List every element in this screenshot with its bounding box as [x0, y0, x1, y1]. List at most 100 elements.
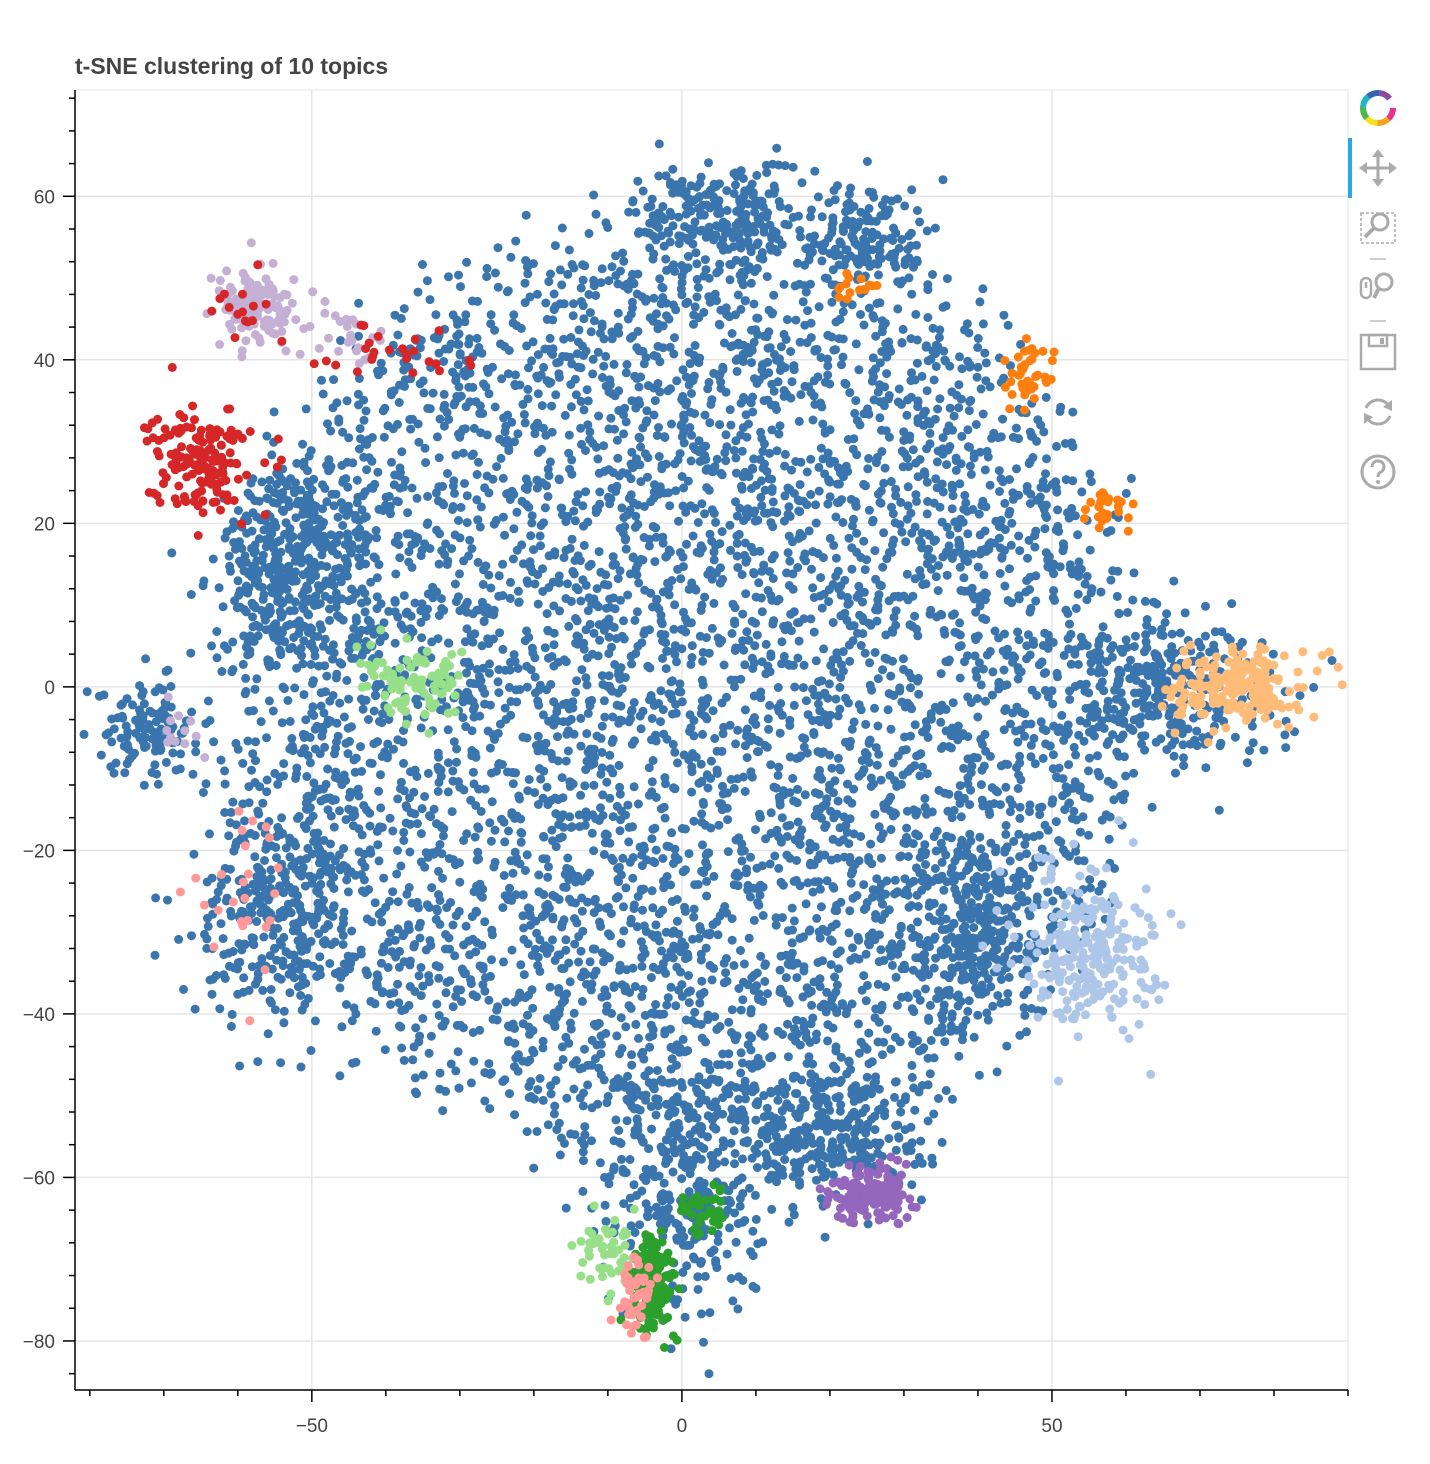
series-0 [79, 139, 1337, 1379]
data-point [480, 1096, 490, 1106]
data-point [851, 339, 861, 349]
data-point [345, 736, 354, 746]
data-point [753, 747, 762, 757]
data-point [949, 411, 959, 421]
data-point [952, 390, 962, 400]
data-point [619, 926, 629, 936]
data-point [500, 837, 510, 847]
data-point [338, 914, 348, 924]
data-point [645, 313, 655, 323]
data-point [1042, 454, 1051, 464]
data-point [539, 423, 548, 433]
data-point [587, 1136, 596, 1146]
data-point [659, 876, 668, 886]
data-point [502, 287, 512, 297]
data-point [725, 275, 735, 285]
data-point [351, 753, 361, 763]
data-point [519, 934, 529, 944]
data-point [351, 613, 361, 623]
data-point [538, 1095, 548, 1105]
data-point [490, 402, 500, 412]
data-point [830, 972, 840, 982]
data-point [886, 951, 896, 961]
data-point [497, 374, 507, 384]
data-point [552, 358, 562, 368]
data-point [817, 774, 827, 784]
data-point [679, 438, 689, 448]
data-point [214, 583, 224, 593]
data-point [256, 717, 266, 727]
data-point [329, 901, 339, 911]
data-point [915, 771, 925, 781]
data-point [757, 360, 767, 370]
data-point [864, 853, 874, 862]
data-point [498, 644, 508, 654]
data-point [451, 376, 461, 386]
data-point [538, 587, 548, 596]
data-point [994, 466, 1004, 476]
data-point [656, 1075, 666, 1085]
data-point [873, 387, 883, 397]
data-point [686, 456, 696, 466]
data-point [376, 958, 386, 968]
data-point [610, 424, 619, 434]
data-point [581, 970, 591, 979]
data-point [795, 840, 805, 850]
data-point [576, 283, 586, 293]
data-point [1025, 800, 1035, 810]
data-point [736, 946, 745, 955]
data-point [896, 497, 906, 507]
data-point [823, 499, 833, 509]
data-point [923, 544, 932, 554]
data-point [690, 217, 700, 227]
data-point [978, 284, 988, 294]
data-point [318, 389, 328, 399]
data-point [834, 964, 844, 974]
data-point [877, 316, 887, 326]
data-point [778, 1030, 788, 1039]
data-point [607, 686, 617, 696]
data-point [978, 409, 988, 419]
data-point [902, 823, 912, 833]
data-point [588, 438, 598, 448]
data-point [576, 423, 586, 433]
data-point [739, 516, 749, 526]
data-point [659, 729, 669, 739]
data-point [489, 605, 499, 615]
data-point [657, 946, 666, 956]
data-point [980, 729, 990, 739]
data-point [829, 667, 839, 677]
data-point [931, 535, 940, 545]
data-point [854, 856, 864, 866]
data-point [395, 463, 405, 473]
data-point [936, 669, 946, 679]
data-point [692, 259, 702, 269]
data-point [549, 304, 559, 314]
data-point [652, 594, 662, 604]
data-point [793, 653, 803, 663]
data-point [732, 868, 742, 878]
data-point [570, 939, 580, 949]
data-point [681, 372, 691, 382]
data-point [718, 781, 727, 791]
data-point [897, 992, 907, 1002]
data-point [559, 334, 569, 344]
data-point [416, 963, 426, 972]
data-point [1049, 586, 1059, 596]
data-point [512, 811, 522, 821]
data-point [983, 1015, 993, 1025]
data-point [704, 273, 714, 283]
data-point [1126, 473, 1136, 483]
data-point [857, 756, 867, 765]
data-point [903, 993, 913, 1003]
data-point [628, 553, 638, 563]
data-point [768, 619, 778, 629]
data-point [571, 687, 581, 697]
data-point [567, 534, 577, 544]
data-point [920, 794, 930, 803]
data-point [596, 733, 606, 743]
data-point [894, 592, 904, 602]
data-point [1073, 530, 1083, 540]
data-point [1000, 498, 1010, 508]
